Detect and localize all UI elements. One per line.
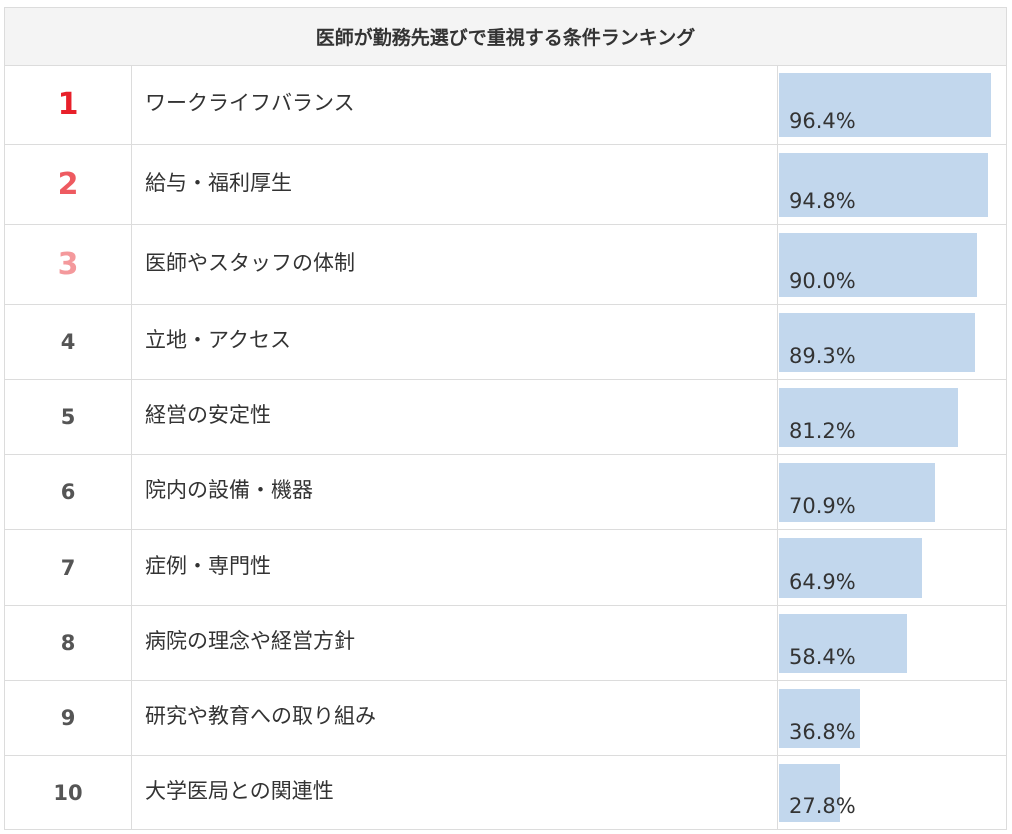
condition-label: 立地・アクセス <box>145 305 765 379</box>
ranking-row: 6 院内の設備・機器 70.9% <box>5 455 1006 530</box>
ranking-row: 2 給与・福利厚生 94.8% <box>5 145 1006 225</box>
ranking-row: 7 症例・専門性 64.9% <box>5 530 1006 606</box>
percentage-bar <box>779 73 991 137</box>
percentage-label: 96.4% <box>789 109 856 133</box>
percentage-label: 90.0% <box>789 269 856 293</box>
condition-label: 大学医局との関連性 <box>145 756 765 830</box>
condition-label-text: 症例・専門性 <box>145 553 271 578</box>
rank-number: 1 <box>5 65 132 144</box>
percentage-bar <box>779 689 860 748</box>
ranking-row: 4 立地・アクセス 89.3% <box>5 305 1006 380</box>
condition-label: 経営の安定性 <box>145 380 765 454</box>
bar-cell: 90.0% <box>777 225 1007 304</box>
rank-number: 8 <box>5 606 132 680</box>
bar-cell: 96.4% <box>777 65 1007 144</box>
percentage-bar <box>779 233 977 297</box>
ranking-row: 9 研究や教育への取り組み 36.8% <box>5 681 1006 756</box>
percentage-label: 36.8% <box>789 720 856 744</box>
ranking-row: 1 ワークライフバランス 96.4% <box>5 65 1006 145</box>
percentage-label: 94.8% <box>789 189 856 213</box>
ranking-row: 3 医師やスタッフの体制 90.0% <box>5 225 1006 305</box>
ranking-row: 10 大学医局との関連性 27.8% <box>5 756 1006 830</box>
percentage-label: 64.9% <box>789 570 856 594</box>
condition-label: 症例・専門性 <box>145 530 765 605</box>
percentage-bar <box>779 153 988 217</box>
rank-number: 2 <box>5 145 132 224</box>
percentage-bar <box>779 388 958 447</box>
bar-cell: 89.3% <box>777 305 1007 379</box>
rank-number: 5 <box>5 380 132 454</box>
percentage-bar <box>779 614 907 673</box>
percentage-label: 81.2% <box>789 419 856 443</box>
condition-label-text: 研究や教育への取り組み <box>145 704 376 728</box>
bar-cell: 81.2% <box>777 380 1007 454</box>
bar-cell: 64.9% <box>777 530 1007 605</box>
condition-label-text: 医師やスタッフの体制 <box>145 250 355 275</box>
bar-cell: 94.8% <box>777 145 1007 224</box>
condition-label: 研究や教育への取り組み <box>145 681 765 755</box>
rank-number: 9 <box>5 681 132 755</box>
percentage-bar <box>779 764 840 822</box>
rank-number: 10 <box>5 756 132 830</box>
bar-cell: 36.8% <box>777 681 1007 755</box>
condition-label: 給与・福利厚生 <box>145 145 765 224</box>
condition-label-text: 立地・アクセス <box>145 328 291 352</box>
ranking-row: 8 病院の理念や経営方針 58.4% <box>5 606 1006 681</box>
rank-number: 4 <box>5 305 132 379</box>
percentage-label: 58.4% <box>789 645 856 669</box>
bar-cell: 70.9% <box>777 455 1007 529</box>
condition-label-text: 病院の理念や経営方針 <box>145 629 355 653</box>
condition-label-text: 院内の設備・機器 <box>145 478 313 502</box>
rank-number: 7 <box>5 530 132 605</box>
ranking-table: 医師が勤務先選びで重視する条件ランキング 1 ワークライフバランス 96.4% 2 給与… <box>4 7 1007 830</box>
bar-cell: 58.4% <box>777 606 1007 680</box>
percentage-bar <box>779 538 922 598</box>
condition-label: 病院の理念や経営方針 <box>145 606 765 680</box>
percentage-label: 70.9% <box>789 494 856 518</box>
condition-label-text: 経営の安定性 <box>145 403 271 427</box>
ranking-title-text: 医師が勤務先選びで重視する条件ランキング <box>315 27 696 49</box>
condition-label: ワークライフバランス <box>145 65 765 144</box>
condition-label: 医師やスタッフの体制 <box>145 225 765 304</box>
condition-label-text: ワークライフバランス <box>145 90 355 115</box>
rank-number: 3 <box>5 225 132 304</box>
bar-cell: 27.8% <box>777 756 1007 830</box>
percentage-bar <box>779 463 935 522</box>
rank-number: 6 <box>5 455 132 529</box>
condition-label-text: 給与・福利厚生 <box>145 170 292 195</box>
percentage-label: 27.8% <box>789 794 856 818</box>
condition-label-text: 大学医局との関連性 <box>145 779 334 803</box>
percentage-label: 89.3% <box>789 344 856 368</box>
ranking-row: 5 経営の安定性 81.2% <box>5 380 1006 455</box>
percentage-bar <box>779 313 975 372</box>
condition-label: 院内の設備・機器 <box>145 455 765 529</box>
ranking-title: 医師が勤務先選びで重視する条件ランキング <box>5 8 1006 66</box>
